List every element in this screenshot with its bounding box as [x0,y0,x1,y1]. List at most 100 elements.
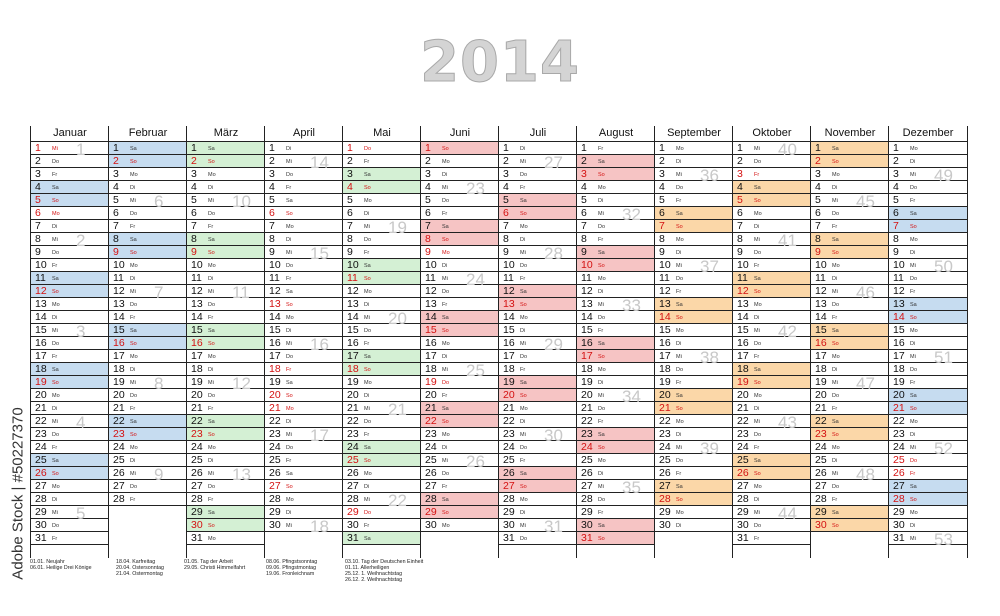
day-cell: 20 Mo [733,389,811,402]
day-cell: 5 Mo [343,194,421,207]
day-number: 4 [659,181,665,193]
weekday-abbr: Sa [52,185,59,191]
weekday-abbr: Mo [364,289,372,295]
weekday-abbr: Di [442,263,448,269]
weekday-abbr: Sa [442,497,449,503]
weekday-abbr: So [520,211,527,217]
week-number: 27 [544,153,563,172]
stock-watermark-vertical: Adobe Stock | #50227370 [3,380,27,610]
day-number: 30 [815,519,827,531]
weekday-abbr: Sa [364,263,371,269]
day-number: 29 [659,506,671,518]
day-cell: 12 Do [421,285,499,298]
day-cell: 16 Di [655,337,733,350]
weekday-abbr: So [364,276,371,282]
day-cell: 13 Mi [577,298,655,311]
day-number: 17 [815,350,827,362]
day-cell: 17 Fr [31,350,109,363]
day-number: 29 [269,506,281,518]
day-number: 12 [581,285,593,297]
weekday-abbr: Di [442,354,448,360]
weekday-abbr: Sa [910,393,917,399]
day-number: 30 [425,519,437,531]
day-number: 22 [815,415,827,427]
day-number: 22 [893,415,905,427]
day-cell: 17 Sa [343,350,421,363]
day-number: 30 [503,519,515,531]
day-number: 31 [893,532,905,544]
day-number: 6 [581,207,587,219]
day-cell: 29 Mo [655,506,733,519]
holiday-group: 01.05. Tag der Arbeit 29.05. Christi Himm… [184,559,245,571]
day-number: 19 [815,376,827,388]
day-cell: 26 Sa [499,467,577,480]
weekday-abbr: Sa [910,484,917,490]
day-number: 19 [737,376,749,388]
day-cell: 24 Mo [187,441,265,454]
day-number: 3 [581,168,587,180]
weekday-abbr: Fr [910,289,916,295]
weekday-abbr: Di [676,250,682,256]
day-number: 5 [425,194,431,206]
weekday-abbr: Fr [910,471,916,477]
day-number: 19 [347,376,359,388]
day-number: 10 [815,259,827,271]
weekday-abbr: So [520,393,527,399]
day-cell: 4 Sa [31,181,109,194]
weekday-abbr: Sa [598,159,605,165]
weekday-abbr: Di [676,341,682,347]
day-number: 5 [659,194,665,206]
day-cell: 29 Di [265,506,343,519]
day-number: 6 [659,207,665,219]
day-number: 25 [581,454,593,466]
day-cell: 4 Do [655,181,733,194]
weekday-abbr: Fr [520,276,526,282]
day-cell: 20 Mi [577,389,655,402]
day-number: 9 [815,246,821,258]
day-number: 7 [503,220,509,232]
month-name: April [292,127,315,139]
day-cell: 16 So [811,337,889,350]
day-cell: 19 Fr [655,376,733,389]
weekday-abbr: So [52,380,59,386]
weekday-abbr: Do [910,185,918,191]
day-number: 25 [815,454,827,466]
weekday-abbr: Mi [364,315,370,321]
day-number: 6 [737,207,743,219]
day-number: 24 [815,441,827,453]
weekday-abbr: Do [910,367,918,373]
day-cell: 1 Sa [109,142,187,155]
holiday-entry: 09.06. Pfingstmontag [266,565,317,571]
day-cell: 12 Sa [499,285,577,298]
day-number: 14 [503,311,515,323]
day-number: 11 [815,272,826,284]
day-cell: 28 So [889,493,967,506]
weekday-abbr: Mo [208,536,216,542]
day-cell: 21 Mi [343,402,421,415]
day-number: 1 [815,142,821,154]
weekday-abbr: Mi [910,536,916,542]
day-cell: 8 Fr [577,233,655,246]
day-number: 12 [269,285,281,297]
weekday-abbr: Mo [598,367,606,373]
weekday-abbr: Fr [208,497,214,503]
weekday-abbr: Do [598,497,606,503]
weekday-abbr: Sa [52,367,59,373]
weekday-abbr: Mo [52,302,60,308]
day-cell: 13 So [265,298,343,311]
weekday-abbr: Mi [910,445,916,451]
weekday-abbr: Di [910,523,916,529]
week-number: 42 [778,322,797,341]
day-cell: 21 Mo [499,402,577,415]
day-number: 5 [503,194,509,206]
day-number: 29 [893,506,905,518]
day-cell: 2 Sa [577,155,655,168]
weekday-abbr: So [676,315,683,321]
day-cell: 7 So [889,220,967,233]
day-number: 23 [581,428,593,440]
weekday-abbr: So [364,367,371,373]
day-cell: 9 Do [733,246,811,259]
weekday-abbr: Fr [598,237,604,243]
weekday-abbr: So [286,393,293,399]
month-name: März [213,127,239,139]
